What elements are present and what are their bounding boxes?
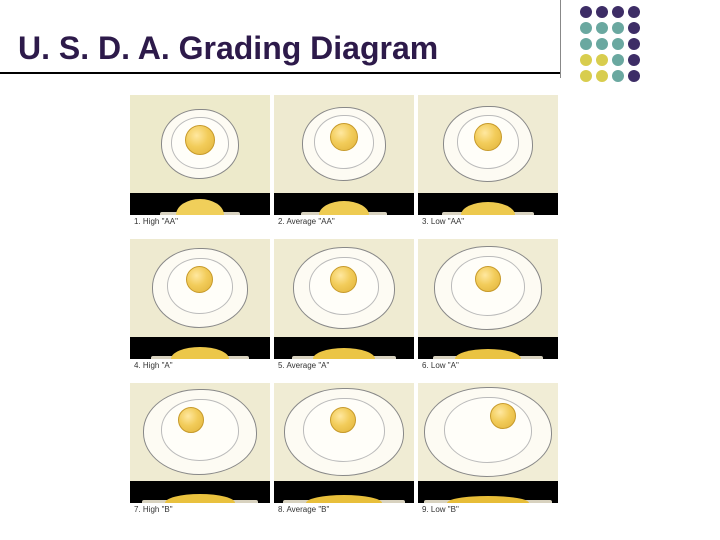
egg-white-inner <box>161 399 239 461</box>
decor-dot <box>596 54 608 66</box>
egg-grade-caption: 2. Average "AA" <box>274 215 414 229</box>
profile-yolk-arc <box>447 496 529 503</box>
decor-dot <box>596 22 608 34</box>
egg-grade-caption: 8. Average "B" <box>274 503 414 517</box>
egg-grade-caption: 6. Low "A" <box>418 359 558 373</box>
egg-top-view <box>130 95 270 193</box>
egg-yolk <box>330 123 358 151</box>
decor-dot <box>628 70 640 82</box>
decor-dot <box>628 22 640 34</box>
egg-top-view <box>274 383 414 481</box>
decor-dot <box>596 6 608 18</box>
title-divider-vertical <box>560 0 561 78</box>
profile-yolk-arc <box>313 348 375 359</box>
egg-white-inner <box>444 397 532 463</box>
decor-dot <box>612 22 624 34</box>
egg-top-view <box>274 239 414 337</box>
decor-dot <box>612 70 624 82</box>
egg-grade-grid: 1. High "AA" 2. Average "AA" 3. Low "AA" 4.… <box>130 95 558 523</box>
decor-dot-grid <box>580 6 642 84</box>
egg-top-view <box>418 383 558 481</box>
profile-yolk-arc <box>165 494 235 503</box>
egg-grade-cell: 6. Low "A" <box>418 239 558 379</box>
egg-grade-cell: 7. High "B" <box>130 383 270 523</box>
egg-top-view <box>130 239 270 337</box>
decor-dot <box>596 70 608 82</box>
decor-dot <box>628 54 640 66</box>
egg-grade-cell: 4. High "A" <box>130 239 270 379</box>
egg-grade-caption: 9. Low "B" <box>418 503 558 517</box>
decor-dot <box>612 54 624 66</box>
decor-dot <box>612 38 624 50</box>
egg-side-profile <box>418 481 558 503</box>
egg-yolk <box>475 266 501 292</box>
egg-top-view <box>418 95 558 193</box>
egg-grade-cell: 2. Average "AA" <box>274 95 414 235</box>
profile-yolk-arc <box>461 202 515 215</box>
decor-dot <box>628 6 640 18</box>
profile-yolk-arc <box>176 199 224 215</box>
profile-yolk-arc <box>455 349 521 359</box>
decor-dot <box>580 38 592 50</box>
egg-yolk <box>330 266 357 293</box>
egg-top-view <box>130 383 270 481</box>
egg-grade-caption: 1. High "AA" <box>130 215 270 229</box>
egg-grade-cell: 3. Low "AA" <box>418 95 558 235</box>
egg-side-profile <box>130 193 270 215</box>
decor-dot <box>580 54 592 66</box>
decor-dot <box>596 38 608 50</box>
egg-grade-caption: 5. Average "A" <box>274 359 414 373</box>
egg-yolk <box>185 125 215 155</box>
egg-yolk <box>186 266 213 293</box>
egg-side-profile <box>274 337 414 359</box>
egg-grade-cell: 9. Low "B" <box>418 383 558 523</box>
egg-top-view <box>418 239 558 337</box>
egg-side-profile <box>274 481 414 503</box>
egg-yolk <box>490 403 516 429</box>
egg-grade-caption: 3. Low "AA" <box>418 215 558 229</box>
egg-grade-caption: 7. High "B" <box>130 503 270 517</box>
egg-side-profile <box>274 193 414 215</box>
decor-dot <box>628 38 640 50</box>
egg-grade-cell: 5. Average "A" <box>274 239 414 379</box>
profile-yolk-arc <box>171 347 229 359</box>
slide-title: U. S. D. A. Grading Diagram <box>18 30 438 67</box>
egg-grade-caption: 4. High "A" <box>130 359 270 373</box>
decor-dot <box>612 6 624 18</box>
decor-dot <box>580 6 592 18</box>
egg-side-profile <box>418 337 558 359</box>
decor-dot <box>580 22 592 34</box>
profile-yolk-arc <box>319 201 369 215</box>
egg-yolk <box>178 407 204 433</box>
egg-top-view <box>274 95 414 193</box>
egg-grade-cell: 8. Average "B" <box>274 383 414 523</box>
egg-grade-cell: 1. High "AA" <box>130 95 270 235</box>
egg-yolk <box>330 407 356 433</box>
profile-yolk-arc <box>306 495 382 503</box>
egg-side-profile <box>130 337 270 359</box>
egg-yolk <box>474 123 502 151</box>
decor-dot <box>580 70 592 82</box>
egg-side-profile <box>130 481 270 503</box>
egg-side-profile <box>418 193 558 215</box>
title-underline <box>0 72 560 74</box>
